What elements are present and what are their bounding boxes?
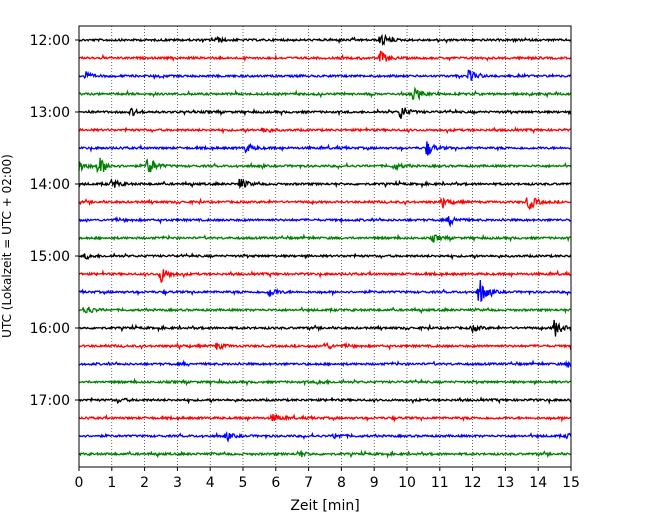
trace-line [78,279,572,303]
x-tick-label: 5 [239,475,248,491]
x-axis-label: Zeit [min] [290,498,359,514]
trace-group [78,33,572,459]
y-tick-label: 12:00 [30,33,70,49]
trace-line [78,377,572,387]
trace-line [78,141,572,156]
trace-line [78,157,572,174]
trace-line [78,69,572,81]
x-tick-label: 7 [304,475,313,491]
trace-line [78,233,572,243]
trace-line [78,319,572,337]
x-tick-label: 11 [431,475,449,491]
trace-line [78,50,572,63]
x-tick-label: 4 [206,475,215,491]
trace-line [78,306,572,315]
x-tick-label: 15 [562,475,580,491]
trace-line [78,86,572,101]
trace-line [78,359,572,368]
x-tick-label: 1 [107,475,116,491]
plot-frame [78,25,572,468]
y-tick-label: 13:00 [30,105,70,121]
trace-line [78,413,572,423]
y-tick-label: 15:00 [30,249,70,265]
trace-line [78,126,572,135]
trace-line [78,215,572,228]
x-tick-label: 9 [370,475,379,491]
trace-line [78,396,572,405]
trace-line [78,107,572,119]
trace-line [78,33,572,47]
y-axis: 12:00 13:00 14:00 15:00 16:00 17:00 [30,33,79,409]
x-tick-label: 6 [271,475,280,491]
trace-line [78,178,572,190]
x-tick-label: 13 [496,475,514,491]
x-tick-label: 14 [529,475,547,491]
x-tick-label: 3 [173,475,182,491]
y-tick-label: 14:00 [30,177,70,193]
trace-line [78,196,572,211]
trace-line [78,252,572,261]
x-axis: 0 1 2 3 4 5 6 7 8 9 10 11 12 13 14 15 [75,467,580,491]
x-tick-label: 12 [464,475,482,491]
x-tick-label: 10 [398,475,416,491]
trace-line [78,268,572,284]
trace-line [78,341,572,351]
y-axis-label: UTC (Lokalzeit = UTC + 02:00) [0,154,14,338]
y-tick-label: 17:00 [30,393,70,409]
x-tick-label: 8 [337,475,346,491]
trace-line [78,431,572,443]
trace-line [78,449,572,459]
x-tick-label: 2 [140,475,149,491]
y-tick-label: 16:00 [30,321,70,337]
x-tick-label: 0 [75,475,84,491]
